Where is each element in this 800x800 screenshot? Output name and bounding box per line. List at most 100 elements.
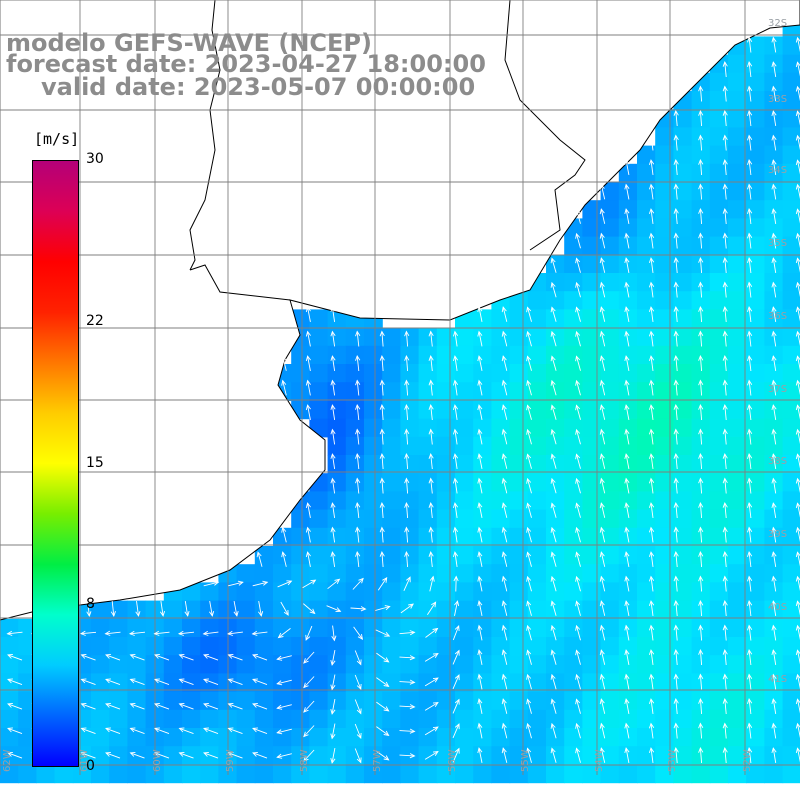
wind-arrow <box>575 575 581 592</box>
wind-arrow <box>698 158 704 176</box>
wind-arrow <box>303 651 315 664</box>
wind-speed-cell <box>618 254 638 274</box>
wind-speed-cell <box>345 728 365 747</box>
wind-speed-cell <box>546 527 565 547</box>
wind-arrow <box>722 305 728 323</box>
wind-speed-cell <box>728 109 747 128</box>
wind-speed-cell <box>291 655 310 674</box>
wind-speed-cell <box>436 527 456 547</box>
wind-speed-cell <box>655 509 674 529</box>
wind-arrow <box>477 722 483 739</box>
wind-speed-cell <box>400 473 420 492</box>
wind-speed-cell <box>509 327 529 347</box>
wind-arrow <box>404 452 410 470</box>
wind-speed-cell <box>364 728 383 747</box>
wind-speed-cell <box>436 564 456 583</box>
wind-speed-cell <box>764 218 784 238</box>
wind-speed-cell <box>673 455 693 474</box>
wind-speed-cell <box>746 764 765 784</box>
wind-arrow <box>428 452 434 470</box>
wind-speed-cell <box>527 491 547 511</box>
wind-arrow <box>330 477 336 494</box>
wind-speed-cell <box>564 546 583 565</box>
wind-speed-cell <box>91 673 110 693</box>
wind-speed-cell <box>546 655 565 674</box>
wind-speed-cell <box>345 637 365 656</box>
wind-speed-cell <box>309 509 329 529</box>
wind-speed-cell <box>364 564 383 583</box>
wind-speed-cell <box>709 728 729 747</box>
wind-speed-cell <box>291 600 310 620</box>
wind-arrow <box>379 477 385 494</box>
wind-arrow <box>354 699 362 715</box>
wind-speed-cell <box>455 564 474 583</box>
wind-speed-cell <box>473 655 492 674</box>
wind-speed-cell <box>254 637 274 656</box>
wind-arrow <box>203 727 219 735</box>
wind-speed-cell <box>309 600 329 620</box>
wind-speed-cell <box>436 400 456 420</box>
wind-arrow <box>550 551 557 567</box>
wind-speed-cell <box>728 655 747 674</box>
wind-arrow <box>452 526 459 543</box>
wind-speed-cell <box>782 327 800 347</box>
wind-arrow <box>501 575 508 592</box>
wind-speed-cell <box>200 600 219 620</box>
wind-speed-cell <box>364 600 383 620</box>
wind-arrow <box>747 673 753 690</box>
wind-speed-cell <box>637 418 656 438</box>
wind-speed-cell <box>345 327 365 347</box>
wind-speed-cell <box>418 364 438 383</box>
wind-arrow <box>252 727 268 735</box>
wind-speed-cell <box>509 637 529 656</box>
wind-speed-cell <box>728 764 747 784</box>
wind-speed-cell <box>345 764 365 784</box>
wind-speed-cell <box>309 382 329 401</box>
wind-arrow <box>375 605 391 611</box>
wind-speed-cell <box>54 764 74 784</box>
wind-speed-cell <box>564 309 583 329</box>
wind-speed-cell <box>345 600 365 620</box>
wind-arrow <box>771 306 777 322</box>
wind-speed-cell <box>127 600 147 620</box>
wind-speed-cell <box>436 473 456 492</box>
wind-arrow <box>452 698 460 714</box>
wind-speed-cell <box>254 709 274 729</box>
wind-speed-cell <box>473 637 492 656</box>
wind-arrow <box>673 526 679 543</box>
wind-speed-cell <box>382 364 401 383</box>
wind-arrow <box>673 134 679 151</box>
wind-speed-cell <box>345 691 365 711</box>
wind-direction-arrows <box>6 36 800 764</box>
wind-arrow <box>698 477 704 494</box>
wind-speed-cell <box>764 182 784 201</box>
wind-arrow <box>399 679 416 685</box>
wind-speed-cell <box>655 345 674 365</box>
wind-arrow <box>698 452 704 470</box>
wind-speed-cell <box>491 400 511 420</box>
wind-speed-cell <box>691 764 711 784</box>
wind-arrow <box>178 727 194 735</box>
wind-speed-cell <box>655 709 674 729</box>
wind-speed-cell <box>91 764 110 784</box>
wind-speed-cell <box>709 655 729 674</box>
wind-arrow <box>648 673 655 690</box>
wind-speed-cell <box>400 546 420 565</box>
wind-speed-cell <box>728 218 747 238</box>
wind-arrow <box>722 599 728 617</box>
wind-arrow <box>425 627 439 638</box>
wind-speed-cell <box>364 709 383 729</box>
wind-speed-cell <box>182 691 201 711</box>
wind-speed-cell <box>364 582 383 602</box>
colorbar-tick-label: 15 <box>86 454 104 471</box>
wind-arrow <box>501 722 508 739</box>
wind-speed-cell <box>618 655 638 674</box>
wind-speed-cell <box>655 327 674 347</box>
wind-speed-cell <box>600 254 620 274</box>
wind-arrow <box>673 624 679 641</box>
wind-speed-cell <box>728 746 747 765</box>
wind-speed-cell <box>618 418 638 438</box>
wind-arrow <box>771 673 777 690</box>
wind-arrow <box>379 403 385 421</box>
wind-arrow <box>452 625 460 641</box>
